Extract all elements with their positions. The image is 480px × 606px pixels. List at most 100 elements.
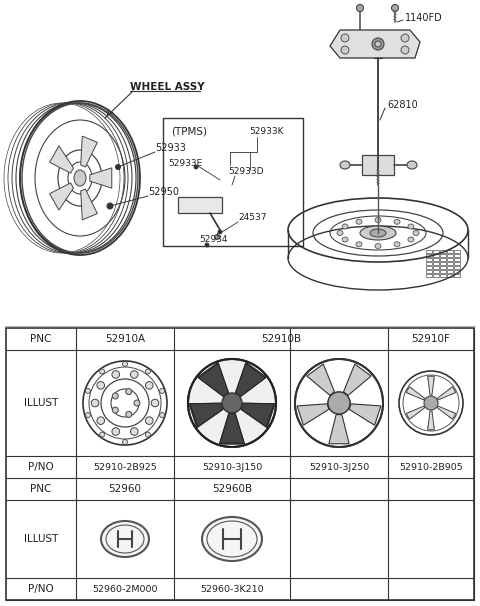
Ellipse shape (401, 34, 409, 42)
Polygon shape (49, 183, 73, 210)
Text: (TPMS): (TPMS) (171, 126, 207, 136)
Polygon shape (428, 376, 434, 395)
Ellipse shape (145, 417, 153, 424)
Polygon shape (241, 403, 275, 428)
Ellipse shape (85, 388, 90, 393)
Ellipse shape (107, 203, 113, 209)
Ellipse shape (360, 226, 396, 240)
Polygon shape (198, 362, 228, 396)
Bar (426, 258, 432, 261)
Ellipse shape (341, 34, 349, 42)
Bar (163, 118, 303, 246)
Polygon shape (189, 403, 223, 428)
Ellipse shape (66, 186, 71, 191)
Ellipse shape (356, 242, 362, 247)
Ellipse shape (342, 237, 348, 242)
Bar (440, 250, 446, 253)
Bar (433, 266, 439, 269)
Polygon shape (344, 364, 371, 395)
Ellipse shape (159, 413, 165, 418)
Ellipse shape (342, 224, 348, 229)
Ellipse shape (188, 359, 276, 447)
Bar (447, 254, 453, 257)
Polygon shape (330, 30, 420, 58)
Text: 52933D: 52933D (228, 167, 264, 176)
Polygon shape (90, 168, 112, 188)
Polygon shape (190, 403, 223, 427)
Bar (433, 250, 439, 253)
Ellipse shape (122, 439, 128, 444)
Ellipse shape (375, 41, 381, 47)
Text: 52910-2B905: 52910-2B905 (399, 462, 463, 471)
Ellipse shape (375, 218, 381, 222)
Text: ILLUST: ILLUST (24, 398, 58, 408)
Text: 52910-3J250: 52910-3J250 (309, 462, 369, 471)
Bar (447, 266, 453, 269)
Polygon shape (437, 387, 456, 400)
Bar (454, 262, 460, 265)
Bar (447, 270, 453, 273)
Bar (447, 262, 453, 265)
Text: ILLUST: ILLUST (24, 534, 58, 544)
Bar (454, 274, 460, 277)
Bar (178, 197, 222, 213)
Ellipse shape (340, 161, 350, 169)
Bar (426, 254, 432, 257)
Bar (426, 250, 432, 253)
Text: 52910F: 52910F (411, 334, 450, 344)
Ellipse shape (394, 242, 400, 247)
Ellipse shape (424, 396, 438, 410)
Text: 52910-3J150: 52910-3J150 (202, 462, 262, 471)
Ellipse shape (449, 388, 455, 394)
Ellipse shape (112, 428, 120, 435)
Ellipse shape (145, 432, 150, 437)
Bar (426, 270, 432, 273)
Ellipse shape (408, 237, 414, 242)
Bar (433, 262, 439, 265)
Ellipse shape (131, 428, 138, 435)
Text: P/NO: P/NO (28, 462, 54, 472)
Ellipse shape (145, 369, 150, 374)
Ellipse shape (328, 392, 350, 414)
Polygon shape (219, 413, 245, 444)
Ellipse shape (356, 219, 362, 224)
Ellipse shape (82, 158, 87, 164)
Bar (440, 258, 446, 261)
Ellipse shape (112, 371, 120, 378)
Ellipse shape (122, 362, 128, 367)
Polygon shape (241, 403, 274, 427)
Bar (440, 270, 446, 273)
Bar (454, 254, 460, 257)
Text: WHEEL ASSY: WHEEL ASSY (130, 82, 204, 92)
Polygon shape (437, 406, 456, 419)
Ellipse shape (126, 388, 132, 395)
Ellipse shape (92, 176, 96, 181)
Ellipse shape (159, 388, 165, 393)
Polygon shape (236, 363, 265, 396)
Bar (454, 270, 460, 273)
Ellipse shape (131, 371, 138, 378)
Text: P/NO: P/NO (28, 584, 54, 594)
Bar (440, 266, 446, 269)
Polygon shape (198, 363, 228, 396)
Polygon shape (220, 413, 244, 443)
Text: 52933K: 52933K (249, 127, 284, 136)
Text: 52960: 52960 (108, 484, 142, 494)
Ellipse shape (370, 229, 386, 237)
Ellipse shape (190, 361, 274, 445)
Polygon shape (297, 404, 329, 425)
Polygon shape (49, 146, 73, 173)
Text: PNC: PNC (30, 334, 52, 344)
Ellipse shape (74, 170, 86, 186)
Bar (454, 250, 460, 253)
Bar (454, 266, 460, 269)
Bar (447, 250, 453, 253)
Ellipse shape (215, 235, 219, 239)
Ellipse shape (375, 244, 381, 248)
Bar (454, 258, 460, 261)
Ellipse shape (112, 407, 118, 413)
Ellipse shape (99, 432, 105, 437)
Text: 52960-2M000: 52960-2M000 (92, 585, 158, 593)
Bar (447, 258, 453, 261)
Text: PNC: PNC (30, 484, 52, 494)
